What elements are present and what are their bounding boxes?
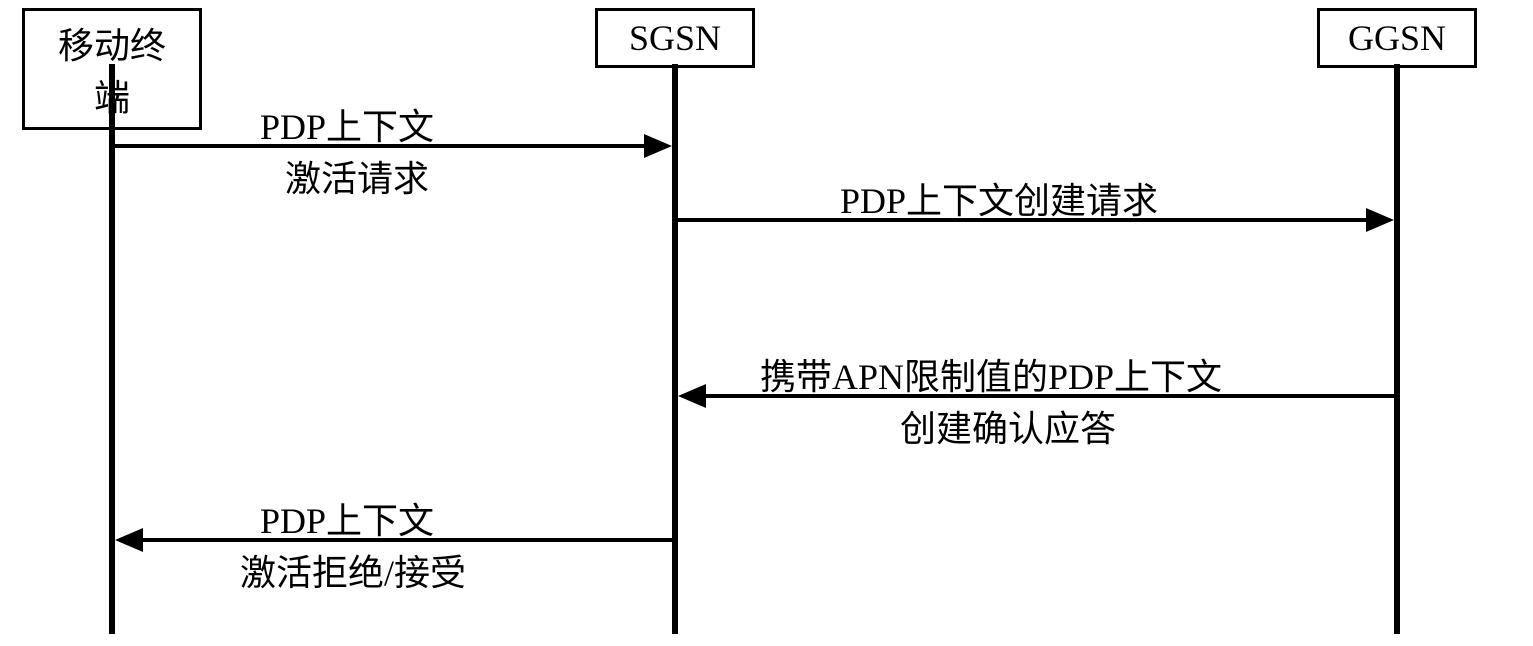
participant-ggsn: GGSN — [1317, 8, 1477, 68]
msg3-label1: 携带APN限制值的PDP上下文 — [760, 348, 1222, 400]
msg4-label1: PDP上下文 — [260, 492, 434, 544]
msg3-arrow — [678, 384, 706, 408]
lifeline-ggsn — [1394, 64, 1400, 634]
participant-sgsn: SGSN — [595, 8, 755, 68]
msg4-label2: 激活拒绝/接受 — [240, 544, 466, 596]
participant-ggsn-label: GGSN — [1348, 18, 1446, 58]
msg3-label2: 创建确认应答 — [900, 400, 1116, 452]
msg2-arrow — [1366, 208, 1394, 232]
msg1-arrow — [644, 134, 672, 158]
participant-sgsn-label: SGSN — [629, 18, 721, 58]
msg1-label2: 激活请求 — [285, 150, 429, 202]
msg4-arrow — [115, 528, 143, 552]
msg1-label1: PDP上下文 — [260, 98, 434, 150]
msg2-label1: PDP上下文创建请求 — [840, 172, 1158, 224]
lifeline-sgsn — [672, 64, 678, 634]
